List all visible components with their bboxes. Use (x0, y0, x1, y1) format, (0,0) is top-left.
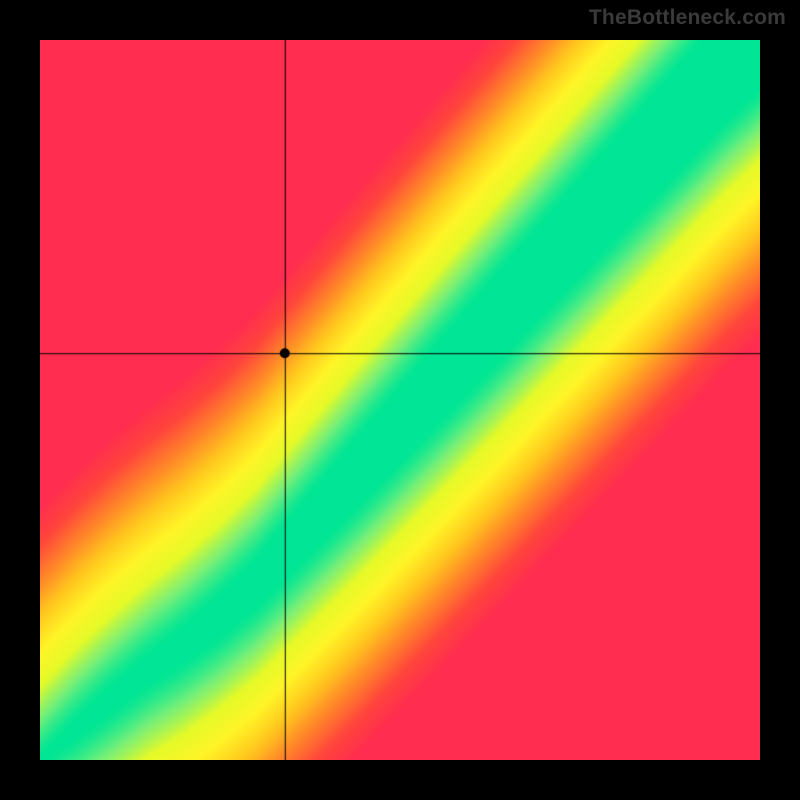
chart-container: TheBottleneck.com (0, 0, 800, 800)
attribution-label: TheBottleneck.com (589, 6, 786, 30)
heatmap-canvas (40, 40, 760, 760)
heatmap-plot (40, 40, 760, 760)
